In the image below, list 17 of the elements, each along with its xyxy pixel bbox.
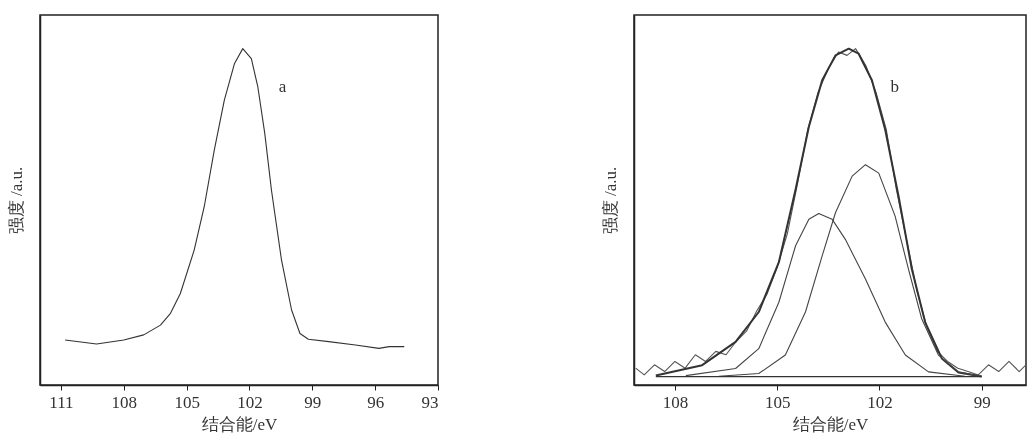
x-tick-label: 111: [49, 392, 74, 412]
x-axis-title: 结合能/eV: [792, 414, 869, 434]
x-tick-label: 102: [237, 392, 263, 412]
annotation: b: [890, 77, 900, 97]
x-tick-label: 99: [973, 392, 991, 412]
x-tick-label: 93: [421, 392, 439, 412]
x-tick-label: 105: [174, 392, 200, 412]
x-axis-title: 结合能/eV: [201, 414, 278, 434]
x-tick-label: 96: [367, 392, 385, 412]
y-axis-title: 强度 /a.u.: [6, 166, 26, 235]
x-tick-label: 105: [764, 392, 791, 412]
x-tick-label: 102: [867, 392, 893, 412]
x-tick-label: 108: [111, 392, 138, 412]
x-tick-label: 108: [662, 392, 689, 412]
y-axis-title: 强度 /a.u.: [600, 166, 620, 235]
annotation: a: [278, 77, 287, 97]
x-tick-label: 99: [304, 392, 322, 412]
